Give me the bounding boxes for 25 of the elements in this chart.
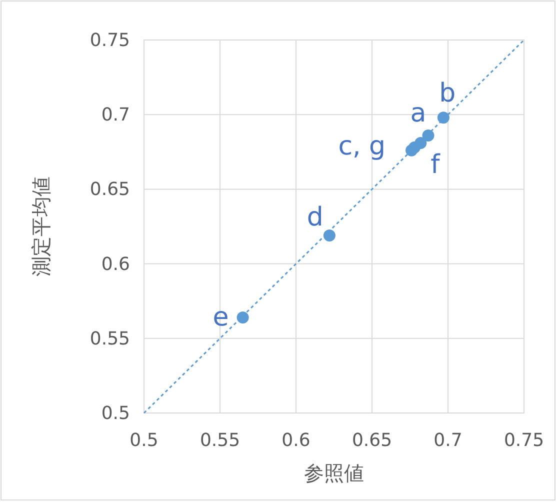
y-axis-title: 測定平均値 bbox=[29, 176, 53, 276]
y-tick-label: 0.6 bbox=[101, 254, 130, 275]
annotation: c, g bbox=[338, 131, 386, 162]
annotation: e bbox=[212, 302, 229, 333]
x-axis-title: 参照値 bbox=[304, 461, 364, 485]
annotation: d bbox=[306, 202, 324, 232]
point bbox=[323, 229, 336, 242]
y-tick-label: 0.55 bbox=[90, 328, 130, 350]
y-tick-label: 0.5 bbox=[101, 403, 130, 424]
annotation: f bbox=[430, 150, 441, 180]
point bbox=[408, 141, 421, 154]
y-tick-label: 0.7 bbox=[101, 104, 130, 126]
x-tick-label: 0.65 bbox=[352, 430, 392, 451]
y-tick-label: 0.65 bbox=[90, 179, 130, 200]
x-tick-label: 0.75 bbox=[504, 430, 544, 451]
x-tick-label: 0.6 bbox=[282, 430, 310, 451]
y-tick-label: 0.75 bbox=[90, 30, 130, 51]
point bbox=[236, 312, 249, 324]
annotation: a bbox=[410, 98, 426, 128]
x-tick-label: 0.7 bbox=[434, 430, 462, 451]
point bbox=[437, 112, 450, 124]
x-tick-label: 0.55 bbox=[200, 430, 240, 451]
annotation: b bbox=[439, 78, 456, 109]
x-tick-label: 0.5 bbox=[130, 430, 158, 451]
point bbox=[422, 129, 434, 142]
